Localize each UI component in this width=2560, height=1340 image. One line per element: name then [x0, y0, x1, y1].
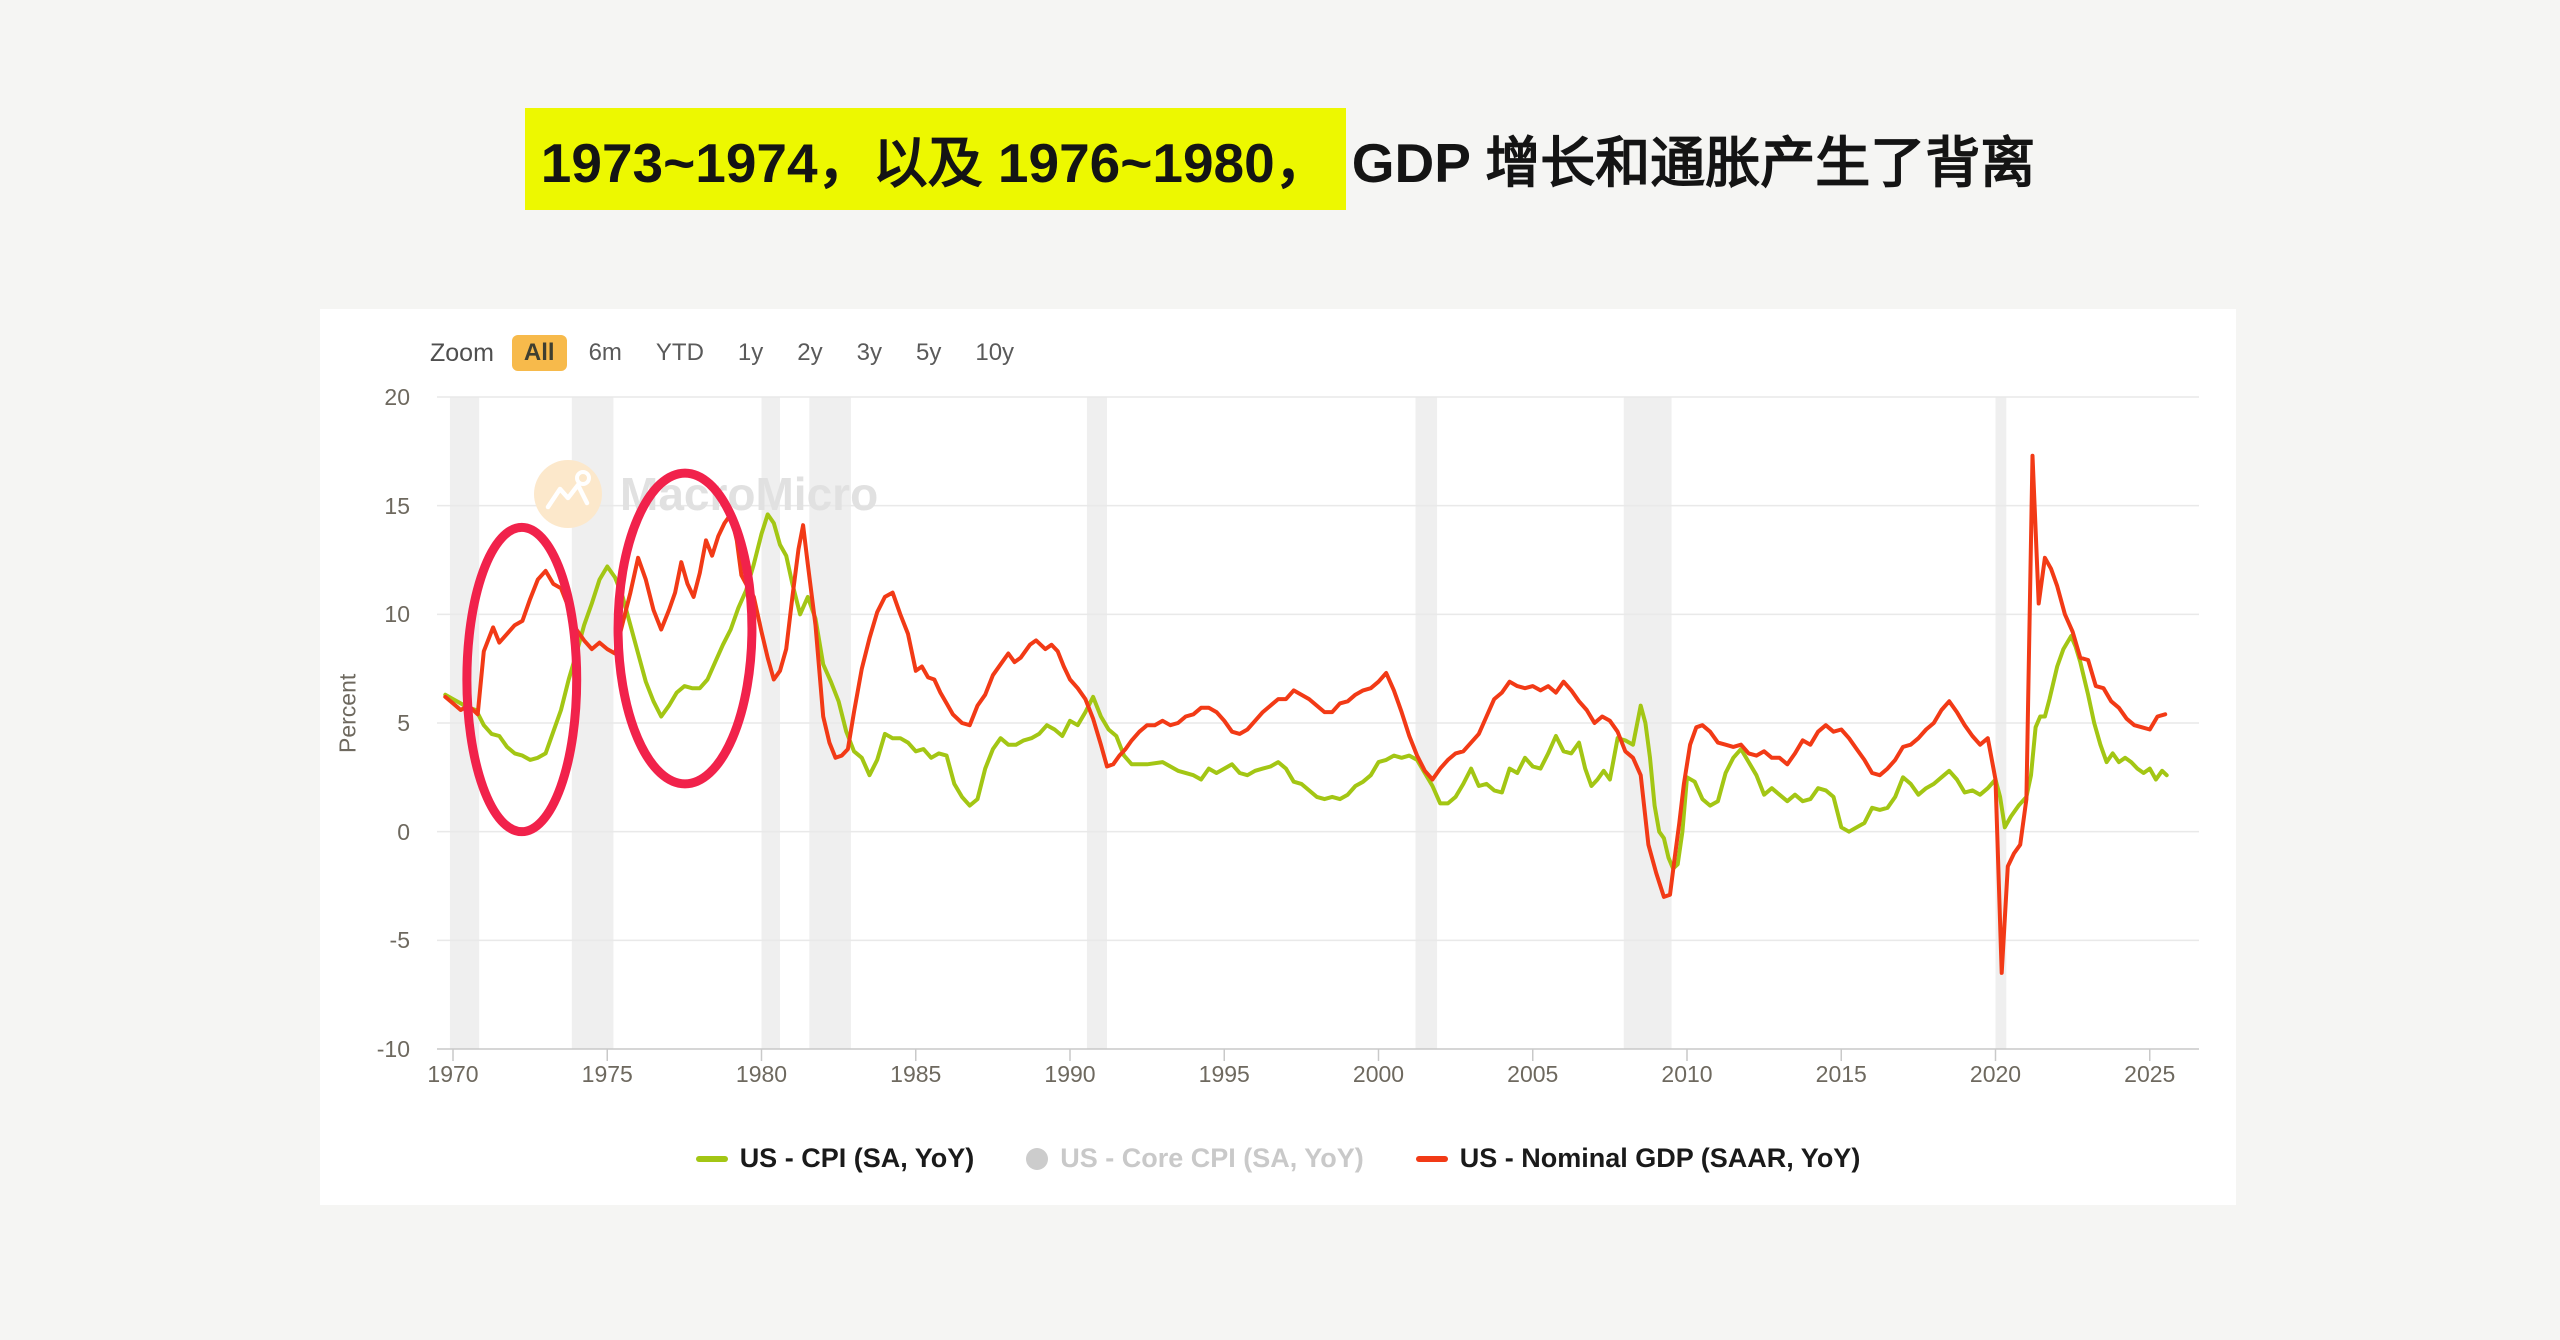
range-button-1y[interactable]: 1y [737, 339, 764, 366]
x-tick-label: 1990 [1044, 1061, 1096, 1087]
x-tick-label: 2010 [1661, 1061, 1713, 1087]
y-tick-label: 20 [384, 384, 410, 410]
range-button-3y[interactable]: 3y [856, 339, 882, 366]
x-tick-label: 2005 [1507, 1061, 1559, 1087]
legend-item[interactable]: US - Nominal GDP (SAAR, YoY) [1415, 1143, 1861, 1174]
series-line [443, 453, 2168, 975]
legend-item[interactable]: US - CPI (SA, YoY) [695, 1143, 975, 1174]
range-buttons: All 6m YTD 1y 2y 3y 5y 10y [511, 335, 1026, 371]
macromicro-logo-icon [534, 460, 602, 528]
range-button-10y[interactable]: 10y [975, 339, 1015, 366]
title-rest: GDP 增长和通胀产生了背离 [1351, 132, 2036, 194]
macromicro-logo-ring-icon [575, 470, 591, 486]
y-tick-label: 10 [384, 601, 410, 628]
chart-plot: MacroMicro Percent 20 15 10 5 0 -5 -10 1970 197… [320, 309, 2236, 1205]
y-tick-label: 5 [397, 709, 410, 736]
x-tick-label: 1995 [1198, 1061, 1250, 1087]
legend-item[interactable]: US - Core CPI (SA, YoY) [1026, 1143, 1364, 1174]
x-tick-label: 2025 [2124, 1061, 2176, 1087]
macromicro-logo-mountain-icon [545, 482, 590, 510]
x-tick-label: 2020 [1969, 1061, 2022, 1087]
y-tick-label: -10 [376, 1035, 410, 1062]
range-button-ytd[interactable]: YTD [655, 339, 704, 366]
annotation-ellipse [613, 468, 757, 789]
series-line [443, 512, 2169, 871]
chart-svg: MacroMicro [437, 396, 2199, 1061]
title-highlight: 1973~1974，以及 1976~1980， [524, 108, 1346, 210]
legend-circle-marker-icon [1026, 1147, 1049, 1170]
x-tick-label: 2015 [1815, 1061, 1867, 1087]
x-tick-label: 1980 [735, 1061, 788, 1087]
legend-line-marker-icon [1415, 1155, 1448, 1162]
y-tick-label: -5 [389, 927, 410, 954]
x-tick-label: 1975 [581, 1061, 633, 1087]
range-button-5y[interactable]: 5y [916, 339, 942, 366]
watermark-text: MacroMicro [620, 468, 878, 520]
range-button-6m[interactable]: 6m [588, 339, 622, 366]
legend-label: US - Nominal GDP (SAAR, YoY) [1459, 1143, 1861, 1173]
annotation-ellipse [462, 522, 582, 837]
y-tick-label: 0 [397, 818, 410, 845]
legend-label: US - CPI (SA, YoY) [739, 1143, 975, 1173]
x-tick-label: 2000 [1352, 1061, 1405, 1087]
legend-line-marker-icon [695, 1155, 728, 1162]
y-tick-label: 15 [384, 492, 410, 519]
chart-card: Zoom All 6m YTD 1y 2y 3y 5y 10y MacroMicro Perc… [320, 309, 2236, 1205]
legend: US - CPI (SA, YoY) US - Core CPI (SA, YoY… [320, 1143, 2236, 1174]
page-title: 1973~1974，以及 1976~1980， GDP 增长和通胀产生了背离 [0, 108, 2560, 210]
x-tick-label: 1985 [890, 1061, 942, 1087]
range-button-2y[interactable]: 2y [797, 339, 823, 366]
zoom-toolbar: Zoom All 6m YTD 1y 2y 3y 5y 10y [430, 331, 1026, 375]
zoom-label: Zoom [430, 338, 494, 367]
legend-label: US - Core CPI (SA, YoY) [1060, 1143, 1364, 1173]
range-button-all[interactable]: All [511, 335, 567, 371]
x-tick-label: 1970 [427, 1061, 479, 1087]
